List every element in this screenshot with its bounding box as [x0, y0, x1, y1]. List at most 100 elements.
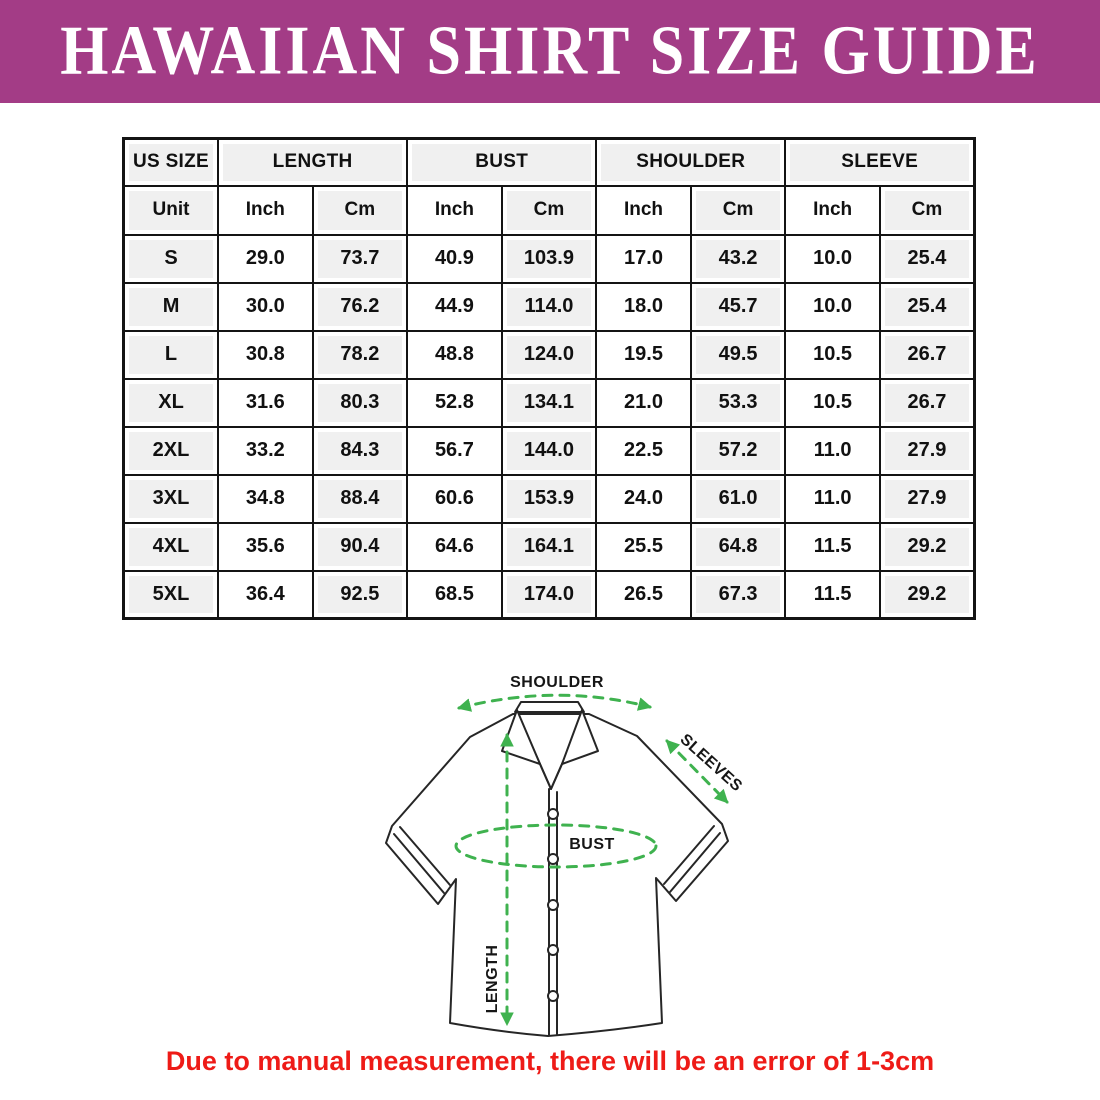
value-cell: 33.2	[217, 425, 314, 476]
size-cell: XL	[122, 377, 220, 428]
value-cell: 73.7	[311, 233, 409, 284]
table-row: 3XL 34.8 88.4 60.6 153.9 24.0 61.0 11.0 27.9	[122, 473, 976, 524]
value-cell: 78.2	[311, 329, 409, 380]
value-cell: 29.2	[878, 569, 976, 620]
shirt-diagram-svg: SHOULDER SLEEVES BUST LENGTH	[385, 672, 748, 1037]
value-cell: 22.5	[595, 425, 692, 476]
value-cell: 40.9	[406, 233, 503, 284]
value-cell: 48.8	[406, 329, 503, 380]
value-cell: 10.5	[784, 329, 881, 380]
table-row: XL 31.6 80.3 52.8 134.1 21.0 53.3 10.5 26.7	[122, 377, 976, 428]
value-cell: 57.2	[689, 425, 787, 476]
bust-label: BUST	[569, 836, 615, 853]
value-cell: 114.0	[500, 281, 598, 332]
value-cell: 153.9	[500, 473, 598, 524]
shirt-measurement-diagram: SHOULDER SLEEVES BUST LENGTH	[355, 648, 785, 1078]
length-label: LENGTH	[484, 945, 501, 1014]
value-cell: 26.5	[595, 569, 692, 620]
value-cell: 44.9	[406, 281, 503, 332]
unit-header-row: Unit Inch Cm Inch Cm Inch Cm Inch Cm	[122, 184, 976, 236]
size-cell: M	[122, 281, 220, 332]
value-cell: 68.5	[406, 569, 503, 620]
value-cell: 76.2	[311, 281, 409, 332]
value-cell: 49.5	[689, 329, 787, 380]
size-cell: 2XL	[122, 425, 220, 476]
measurement-disclaimer: Due to manual measurement, there will be…	[165, 1046, 935, 1076]
left-cuff-band	[393, 826, 451, 894]
value-cell: 21.0	[595, 377, 692, 428]
value-cell: 31.6	[217, 377, 314, 428]
value-cell: 103.9	[500, 233, 598, 284]
value-cell: 27.9	[878, 425, 976, 476]
shoulder-label: SHOULDER	[510, 674, 604, 691]
value-cell: 92.5	[311, 569, 409, 620]
value-cell: 36.4	[217, 569, 314, 620]
value-cell: 10.0	[784, 281, 881, 332]
value-cell: 17.0	[595, 233, 692, 284]
bust-measure-ellipse	[454, 823, 658, 869]
value-cell: 53.3	[689, 377, 787, 428]
value-cell: 60.6	[406, 473, 503, 524]
size-cell: 4XL	[122, 521, 220, 572]
value-cell: 29.0	[217, 233, 314, 284]
value-cell: 80.3	[311, 377, 409, 428]
value-cell: 10.5	[784, 377, 881, 428]
value-cell: 45.7	[689, 281, 787, 332]
lapel-lines	[539, 763, 563, 790]
right-cuff-band	[663, 825, 721, 893]
value-cell: 11.0	[784, 425, 881, 476]
value-cell: 67.3	[689, 569, 787, 620]
col-header-sleeve: SLEEVE	[784, 137, 976, 187]
collar-right-leaf	[561, 709, 599, 765]
col-header-us-size: US SIZE	[122, 137, 220, 187]
value-cell: 88.4	[311, 473, 409, 524]
unit-header-cell: Inch	[784, 184, 881, 236]
unit-header-cell: Cm	[689, 184, 787, 236]
sleeves-label: SLEEVES	[677, 731, 746, 795]
value-cell: 30.8	[217, 329, 314, 380]
value-cell: 56.7	[406, 425, 503, 476]
value-cell: 174.0	[500, 569, 598, 620]
value-cell: 90.4	[311, 521, 409, 572]
table-row: 5XL 36.4 92.5 68.5 174.0 26.5 67.3 11.5 29.2	[122, 569, 976, 620]
unit-header-cell: Cm	[311, 184, 409, 236]
value-cell: 25.4	[878, 281, 976, 332]
value-cell: 24.0	[595, 473, 692, 524]
collar-band	[514, 701, 585, 713]
col-header-bust: BUST	[406, 137, 598, 187]
size-cell: S	[122, 233, 220, 284]
value-cell: 26.7	[878, 329, 976, 380]
value-cell: 35.6	[217, 521, 314, 572]
table-row: L 30.8 78.2 48.8 124.0 19.5 49.5 10.5 26.7	[122, 329, 976, 380]
value-cell: 34.8	[217, 473, 314, 524]
group-header-row: US SIZE LENGTH BUST SHOULDER SLEEVE	[122, 137, 976, 187]
value-cell: 18.0	[595, 281, 692, 332]
value-cell: 164.1	[500, 521, 598, 572]
table-row: M 30.0 76.2 44.9 114.0 18.0 45.7 10.0 25.4	[122, 281, 976, 332]
value-cell: 19.5	[595, 329, 692, 380]
size-table-body: S 29.0 73.7 40.9 103.9 17.0 43.2 10.0 25.4 M 30.0 7…	[122, 233, 976, 620]
value-cell: 25.4	[878, 233, 976, 284]
size-cell: 5XL	[122, 569, 220, 620]
value-cell: 11.5	[784, 569, 881, 620]
unit-header-cell: Cm	[878, 184, 976, 236]
page-title: HAWAIIAN SHIRT SIZE GUIDE	[60, 12, 1040, 90]
unit-header-cell: Inch	[217, 184, 314, 236]
value-cell: 27.9	[878, 473, 976, 524]
value-cell: 30.0	[217, 281, 314, 332]
unit-header-cell: Cm	[500, 184, 598, 236]
value-cell: 144.0	[500, 425, 598, 476]
value-cell: 11.0	[784, 473, 881, 524]
size-table: US SIZE LENGTH BUST SHOULDER SLEEVE Unit…	[122, 137, 976, 620]
value-cell: 29.2	[878, 521, 976, 572]
value-cell: 10.0	[784, 233, 881, 284]
value-cell: 124.0	[500, 329, 598, 380]
value-cell: 134.1	[500, 377, 598, 428]
unit-header-cell: Inch	[406, 184, 503, 236]
value-cell: 84.3	[311, 425, 409, 476]
value-cell: 64.6	[406, 521, 503, 572]
value-cell: 43.2	[689, 233, 787, 284]
size-cell: L	[122, 329, 220, 380]
unit-header-cell: Inch	[595, 184, 692, 236]
shoulder-measure-arrow	[456, 693, 653, 712]
